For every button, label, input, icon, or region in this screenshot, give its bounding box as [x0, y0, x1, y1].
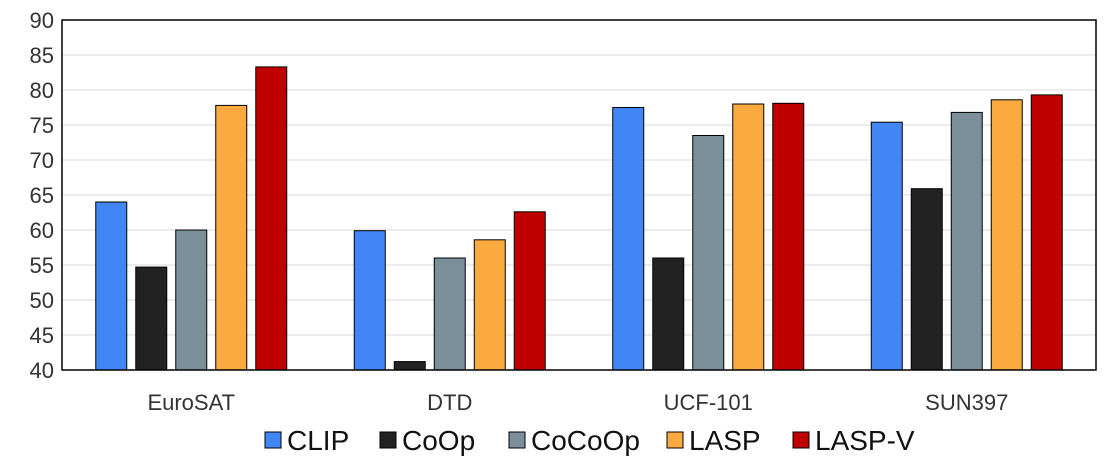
bar-cocoop-sun397 [950, 111, 983, 371]
legend-label-clip: CLIP [287, 425, 349, 456]
y-tick-label: 90 [30, 8, 54, 33]
y-tick-label: 80 [30, 78, 54, 103]
y-tick-label: 60 [30, 218, 54, 243]
legend-swatch-coop [379, 431, 397, 449]
bar-lasp-v-eurosat [255, 66, 288, 371]
legend-swatch-lasp [666, 431, 684, 449]
bar-lasp-dtd [473, 239, 506, 371]
y-axis-ticks: 40 45 50 55 60 65 70 75 80 85 90 [30, 8, 54, 383]
y-tick-label: 75 [30, 113, 54, 138]
y-tick-label: 70 [30, 148, 54, 173]
legend-label-lasp: LASP [689, 425, 761, 456]
bar-lasp-sun397 [990, 99, 1023, 371]
legend-label-coop: CoOp [402, 425, 475, 456]
x-axis-category-labels: EuroSAT DTD UCF-101 SUN397 [147, 390, 1008, 415]
bar-coop-eurosat [135, 266, 168, 371]
bar-clip-dtd [353, 230, 386, 371]
y-tick-label: 50 [30, 288, 54, 313]
y-tick-label: 40 [30, 358, 54, 383]
bar-lasp-v-dtd [513, 211, 546, 371]
bar-clip-ucf-101 [612, 107, 645, 371]
legend-label-lasp-v: LASP-V [815, 425, 915, 456]
bar-coop-sun397 [910, 188, 943, 371]
bar-lasp-ucf-101 [732, 103, 765, 371]
bar-clip-eurosat [95, 201, 128, 371]
bar-clip-sun397 [870, 121, 903, 371]
x-category-label: EuroSAT [147, 390, 235, 415]
bar-lasp-v-ucf-101 [772, 102, 805, 371]
plot-area-frame [61, 19, 1097, 371]
bar-lasp-v-sun397 [1030, 94, 1063, 371]
y-tick-label: 55 [30, 253, 54, 278]
bar-cocoop-eurosat [175, 229, 208, 371]
bar-coop-dtd [393, 361, 426, 371]
legend-swatch-cocoop [508, 431, 526, 449]
x-category-label: SUN397 [925, 390, 1008, 415]
x-category-label: UCF-101 [664, 390, 753, 415]
legend: CLIP CoOp CoCoOp LASP LASP-V [264, 425, 915, 456]
legend-swatch-lasp-v [792, 431, 810, 449]
y-tick-label: 85 [30, 43, 54, 68]
bar-cocoop-dtd [433, 257, 466, 371]
y-tick-label: 65 [30, 183, 54, 208]
bars [95, 66, 1063, 371]
x-category-label: DTD [427, 390, 472, 415]
legend-swatch-clip [264, 431, 282, 449]
y-tick-label: 45 [30, 323, 54, 348]
bar-cocoop-ucf-101 [692, 135, 725, 371]
bar-lasp-eurosat [215, 104, 248, 371]
bar-coop-ucf-101 [652, 257, 685, 371]
legend-label-cocoop: CoCoOp [531, 425, 640, 456]
